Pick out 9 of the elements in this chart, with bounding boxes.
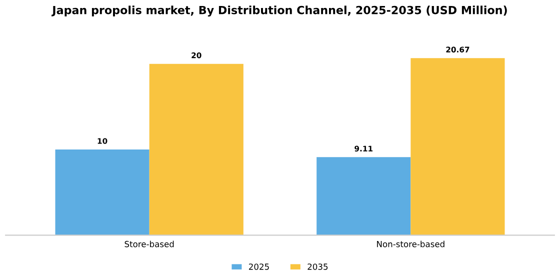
x-tick-label: Non-store-based [377,240,444,248]
chart-title: Japan propolis market, By Distribution Channel, 2025-2035 (USD Million) [52,6,507,17]
legend-label: 2035 [308,264,328,270]
bar [55,150,150,236]
bar [316,157,411,236]
legend-label: 2025 [248,264,269,270]
x-tick-label: Store-based [124,240,174,248]
bar [410,58,505,236]
bar [149,64,244,236]
